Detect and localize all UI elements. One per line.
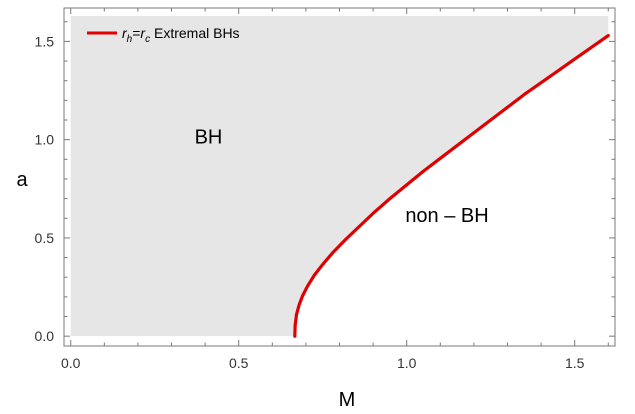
bh-region-label: BH bbox=[195, 127, 223, 149]
y-tick-label: 1.0 bbox=[35, 132, 55, 148]
x-tick-label: 0.0 bbox=[61, 355, 81, 371]
y-tick-label: 1.5 bbox=[35, 33, 55, 49]
bh-region-area bbox=[70, 15, 609, 337]
series-layer bbox=[293, 33, 610, 338]
legend-rest: Extremal BHs bbox=[150, 25, 239, 41]
x-tick-label: 1.0 bbox=[397, 355, 417, 371]
non-bh-region-label: non – BH bbox=[405, 205, 488, 227]
legend: rh=rc Extremal BHs bbox=[87, 25, 240, 45]
y-tick-label: 0.5 bbox=[35, 230, 55, 246]
axis-ticks: 0.0 0.5 1.0 1.5 0.0 0.5 1.0 1.5 bbox=[35, 8, 615, 371]
x-axis-title: M bbox=[339, 389, 356, 411]
legend-eq: = bbox=[132, 25, 140, 41]
legend-rc: r bbox=[140, 25, 146, 41]
legend-rc-sub: c bbox=[145, 34, 150, 45]
x-tick-label: 1.5 bbox=[565, 355, 585, 371]
annotations: BH non – BH bbox=[195, 127, 489, 228]
bh-region-shading bbox=[70, 15, 609, 337]
y-tick-label: 0.0 bbox=[35, 328, 55, 344]
legend-label: rh=rc Extremal BHs bbox=[122, 25, 240, 45]
legend-rh-sub: h bbox=[127, 34, 133, 45]
y-axis-title: a bbox=[16, 169, 28, 191]
extremal-bh-curve bbox=[293, 33, 610, 338]
legend-rh: r bbox=[122, 25, 128, 41]
x-tick-label: 0.5 bbox=[229, 355, 249, 371]
